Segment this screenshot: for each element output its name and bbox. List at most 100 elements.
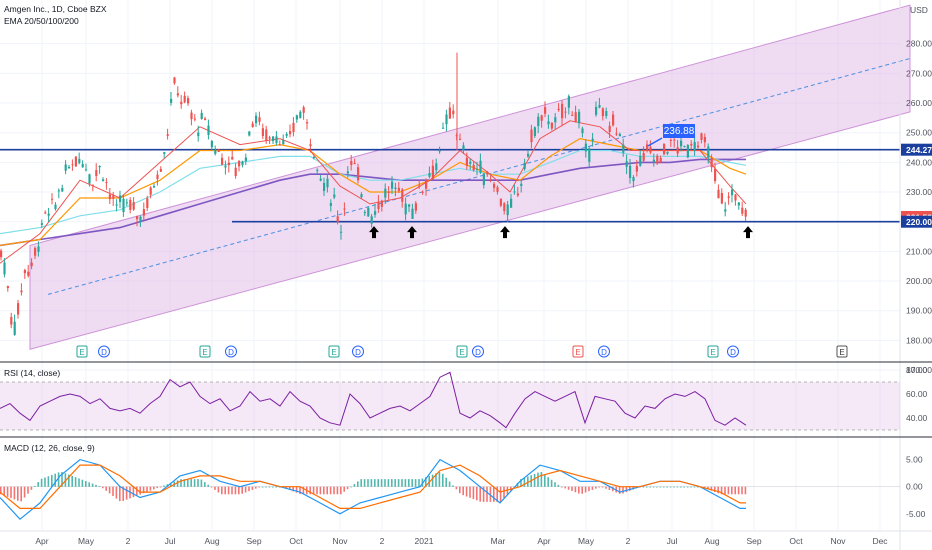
macd-histogram-bar (68, 474, 70, 487)
macd-histogram-bar (180, 479, 182, 487)
candle-body (129, 199, 132, 210)
candle (265, 125, 268, 144)
candle (734, 193, 737, 206)
candle-body (231, 156, 234, 160)
candle (275, 131, 278, 146)
candle (221, 153, 224, 166)
candle-body (527, 153, 530, 157)
candle-body (85, 169, 88, 171)
earnings-icon (707, 345, 719, 358)
candle (241, 160, 244, 168)
candle (329, 199, 332, 212)
candle-body (639, 155, 642, 166)
macd-histogram-bar (357, 481, 359, 487)
candle-body (404, 203, 407, 215)
candle-body (737, 202, 740, 206)
candle-body (503, 203, 506, 212)
candle (680, 136, 683, 152)
candle (693, 135, 696, 156)
candle (493, 182, 496, 192)
candle (74, 156, 77, 167)
candle (3, 258, 6, 278)
time-tick-label: Sep (246, 536, 261, 546)
candle (17, 300, 20, 319)
candle-body (81, 163, 84, 168)
macd-histogram-bar (581, 486, 583, 494)
macd-histogram-bar (153, 486, 155, 490)
macd-histogram-bar (673, 486, 675, 488)
macd-histogram-bar (163, 485, 165, 487)
event-marker-label: E (202, 348, 207, 357)
macd-histogram-bar (57, 472, 60, 487)
candle (353, 158, 356, 165)
macd-histogram-bar (550, 479, 553, 487)
candle-body (197, 132, 200, 137)
candle-body (516, 193, 519, 196)
candle-body (418, 185, 421, 187)
event-marker: E (76, 345, 88, 358)
candle-body (731, 189, 734, 196)
candle-body (401, 189, 404, 202)
candle (149, 186, 152, 199)
candle (122, 194, 125, 217)
macd-histogram-bar (431, 474, 434, 487)
macd-histogram-bar (343, 486, 345, 492)
candle (374, 204, 377, 218)
macd-histogram-bar (496, 486, 498, 502)
candle (659, 155, 662, 163)
support-tag-bg (901, 215, 932, 228)
macd-histogram-bar (251, 486, 254, 490)
up-arrow-icon (369, 226, 379, 239)
candle (537, 113, 540, 134)
macd-histogram-bar (329, 486, 332, 495)
macd-histogram-bar (98, 486, 101, 487)
candle (183, 91, 186, 104)
candle (448, 102, 451, 119)
candle (618, 132, 621, 137)
macd-histogram-bar (469, 486, 471, 498)
candle-body (489, 179, 492, 181)
candle-body (306, 122, 309, 124)
candle-body (17, 303, 20, 315)
candle (666, 151, 669, 156)
candle-body (720, 193, 723, 204)
candle-body (693, 141, 696, 151)
candle-body (350, 160, 353, 165)
candle (289, 124, 292, 138)
candle (482, 173, 485, 189)
macd-histogram-bar (27, 486, 29, 494)
macd-histogram-bar (231, 486, 233, 495)
candle-body (119, 195, 122, 203)
candle (224, 160, 227, 175)
up-arrow-icon (407, 226, 417, 239)
candle-body (646, 144, 649, 150)
macd-histogram-bar (646, 486, 648, 488)
macd-histogram-bar (680, 486, 682, 488)
candle-body (632, 177, 635, 182)
price-tick-label: 240.00 (906, 157, 932, 167)
channel-fill (29, 4, 911, 350)
macd-histogram-bar (139, 486, 141, 495)
candle (588, 146, 591, 168)
macd-histogram-bar (187, 479, 189, 487)
candle-body (37, 246, 40, 252)
candle (476, 161, 479, 176)
candle-body (680, 140, 683, 147)
candle-body (431, 165, 434, 179)
macd-histogram-bar (605, 486, 607, 489)
candle (129, 197, 132, 214)
candle-body (57, 190, 60, 192)
candle (0, 248, 3, 261)
macd-histogram-bar (17, 486, 19, 501)
macd-histogram-bar (6, 486, 9, 497)
candle (652, 153, 655, 167)
candle-body (550, 122, 553, 129)
candle (489, 175, 492, 183)
time-tick-label: Apr (537, 536, 550, 546)
candle-body (380, 200, 383, 207)
candle-body (513, 191, 516, 193)
candle-body (686, 145, 689, 158)
candle (47, 207, 50, 223)
candle (44, 210, 47, 215)
